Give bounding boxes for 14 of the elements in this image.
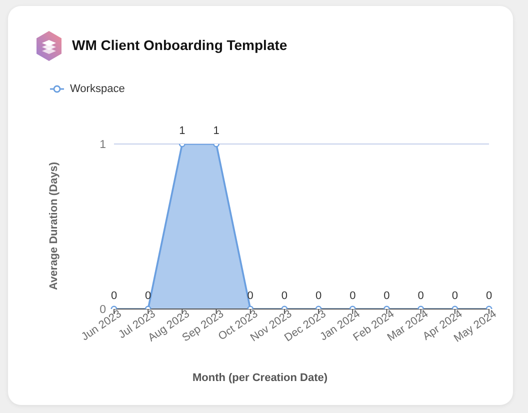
data-label: 0 xyxy=(315,290,322,302)
data-label: 1 xyxy=(179,125,186,137)
data-label: 0 xyxy=(384,290,390,302)
data-label: 0 xyxy=(418,290,424,302)
data-label: 0 xyxy=(486,290,492,302)
legend-label: Workspace xyxy=(70,83,125,95)
data-label: 0 xyxy=(281,290,288,302)
data-label: 0 xyxy=(350,290,356,302)
chart-title: WM Client Onboarding Template xyxy=(72,37,288,53)
data-label: 0 xyxy=(110,290,118,302)
y-axis-title: Average Duration (Days) xyxy=(48,162,60,290)
data-label: 0 xyxy=(452,290,458,302)
data-label: 1 xyxy=(213,125,220,137)
x-axis-title: Month (per Creation Date) xyxy=(192,372,328,384)
